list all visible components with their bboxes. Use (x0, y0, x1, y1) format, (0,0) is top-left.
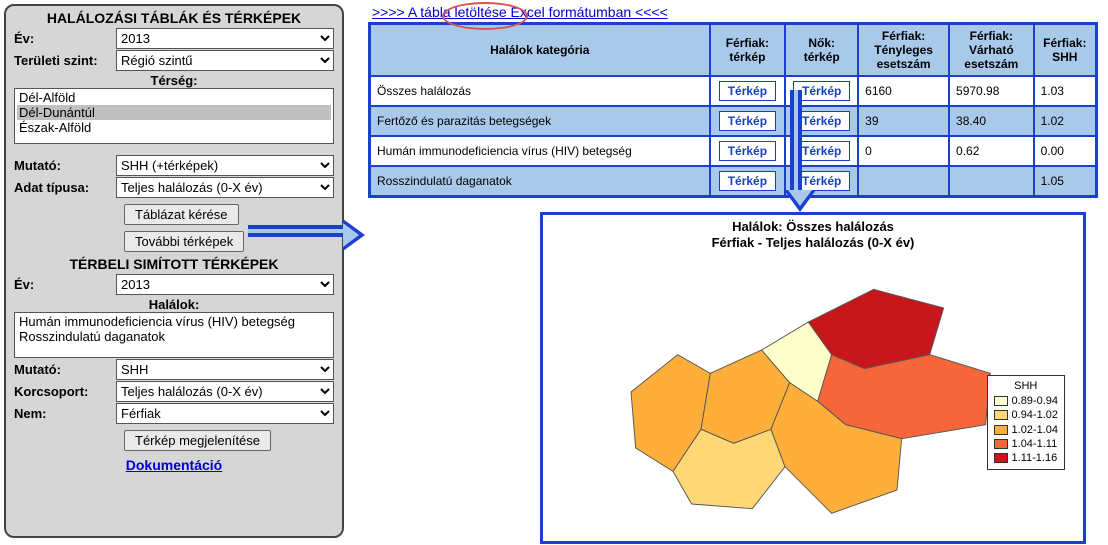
map-legend: SHH 0.89-0.940.94-1.021.02-1.041.04-1.11… (987, 375, 1065, 470)
table-cell: 1.05 (1034, 166, 1097, 197)
show-map-button[interactable]: Térkép megjelenítése (124, 430, 271, 451)
cause-label: Halálok: (14, 297, 334, 312)
region-option[interactable]: Dél-Alföld (17, 90, 331, 105)
table-cell: 1.03 (1034, 76, 1097, 106)
indicator2-select[interactable]: SHH (116, 359, 334, 380)
legend-label: 0.89-0.94 (1012, 394, 1058, 408)
legend-swatch (994, 453, 1008, 463)
region-label: Térség: (14, 73, 334, 88)
excel-download-link[interactable]: >>>> A tábla letöltése Excel formátumban… (372, 4, 668, 20)
table-cell: 0.00 (1034, 136, 1097, 166)
table-cell: 6160 (858, 76, 949, 106)
map-button-male[interactable]: Térkép (719, 81, 776, 101)
region-listbox[interactable]: Dél-AlföldDél-DunántúlÉszak-Alföld (14, 88, 334, 144)
table-row: Rosszindulatú daganatokTérképTérkép1.05 (370, 166, 1097, 197)
indicator-label: Mutató: (14, 158, 116, 173)
table-cell: Térkép (710, 76, 786, 106)
map-title-1: Halálok: Összes halálozás (547, 219, 1079, 235)
legend-row: 1.04-1.11 (994, 437, 1058, 451)
region-option[interactable]: Észak-Alföld (17, 120, 331, 135)
cause-listbox[interactable]: Humán immunodeficiencia vírus (HIV) bete… (14, 312, 334, 358)
region-option[interactable]: Dél-Dunántúl (17, 105, 331, 120)
table-cell: 0.62 (949, 136, 1034, 166)
datatype-label: Adat típusa: (14, 180, 116, 195)
year2-label: Év: (14, 277, 116, 292)
table-header: Halálok kategória (370, 24, 710, 77)
results-area: >>>> A tábla letöltése Excel formátumban… (368, 4, 1100, 198)
agegroup-label: Korcsoport: (14, 384, 116, 399)
year-label: Év: (14, 31, 116, 46)
legend-row: 1.02-1.04 (994, 423, 1058, 437)
legend-swatch (994, 396, 1008, 406)
map-button-male[interactable]: Térkép (719, 111, 776, 131)
table-header: Nők: térkép (785, 24, 858, 77)
table-header: Férfiak: Tényleges esetszám (858, 24, 949, 77)
table-row: Fertőző és parazitás betegségekTérképTér… (370, 106, 1097, 136)
map-button-male[interactable]: Térkép (719, 141, 776, 161)
hungary-map (603, 252, 1023, 532)
level-select[interactable]: Régió szintű (116, 50, 334, 71)
table-row: Humán immunodeficiencia vírus (HIV) bete… (370, 136, 1097, 166)
table-cell: Térkép (710, 166, 786, 197)
legend-label: 1.11-1.16 (1012, 451, 1058, 465)
sex-select[interactable]: Férfiak (116, 403, 334, 424)
table-row: Összes halálozásTérképTérkép61605970.981… (370, 76, 1097, 106)
table-cell (949, 166, 1034, 197)
request-table-button[interactable]: Táblázat kérése (124, 204, 239, 225)
datatype-select[interactable]: Teljes halálozás (0-X év) (116, 177, 334, 198)
table-cell: Fertőző és parazitás betegségek (370, 106, 710, 136)
year-select[interactable]: 2013 (116, 28, 334, 49)
cause-option[interactable]: Humán immunodeficiencia vírus (HIV) bete… (17, 314, 331, 329)
map-title-2: Férfiak - Teljes halálozás (0-X év) (547, 235, 1079, 251)
table-cell: 38.40 (949, 106, 1034, 136)
indicator-select[interactable]: SHH (+térképek) (116, 155, 334, 176)
legend-label: 1.04-1.11 (1012, 437, 1058, 451)
table-cell: Összes halálozás (370, 76, 710, 106)
legend-swatch (994, 439, 1008, 449)
table-header: Férfiak: Várható esetszám (949, 24, 1034, 77)
agegroup-select[interactable]: Teljes halálozás (0-X év) (116, 381, 334, 402)
arrow-to-map (790, 90, 802, 190)
map-button-male[interactable]: Térkép (719, 171, 776, 191)
legend-swatch (994, 425, 1008, 435)
cause-option[interactable]: Rosszindulatú daganatok (17, 329, 331, 344)
mortality-table: Halálok kategóriaFérfiak: térképNők: tér… (368, 22, 1098, 198)
table-cell: 1.02 (1034, 106, 1097, 136)
panel-title-2: TÉRBELI SIMÍTOTT TÉRKÉPEK (14, 256, 334, 272)
table-cell: Térkép (710, 106, 786, 136)
table-cell: 0 (858, 136, 949, 166)
more-maps-button[interactable]: További térképek (124, 231, 244, 252)
table-cell: 5970.98 (949, 76, 1034, 106)
table-header: Férfiak: SHH (1034, 24, 1097, 77)
panel-title-1: HALÁLOZÁSI TÁBLÁK ÉS TÉRKÉPEK (14, 10, 334, 26)
arrow-to-table (248, 225, 343, 237)
table-cell: Rosszindulatú daganatok (370, 166, 710, 197)
table-cell: Humán immunodeficiencia vírus (HIV) bete… (370, 136, 710, 166)
legend-swatch (994, 410, 1008, 420)
legend-label: 1.02-1.04 (1012, 423, 1058, 437)
legend-row: 1.11-1.16 (994, 451, 1058, 465)
indicator2-label: Mutató: (14, 362, 116, 377)
legend-label: 0.94-1.02 (1012, 408, 1058, 422)
legend-row: 0.89-0.94 (994, 394, 1058, 408)
table-cell: 39 (858, 106, 949, 136)
year2-select[interactable]: 2013 (116, 274, 334, 295)
level-label: Területi szint: (14, 53, 116, 68)
control-panel: HALÁLOZÁSI TÁBLÁK ÉS TÉRKÉPEK Év: 2013 T… (4, 4, 344, 538)
table-header: Férfiak: térkép (710, 24, 786, 77)
map-panel: Halálok: Összes halálozás Férfiak - Telj… (540, 212, 1086, 544)
sex-label: Nem: (14, 406, 116, 421)
legend-title: SHH (994, 380, 1058, 392)
documentation-link[interactable]: Dokumentáció (14, 457, 334, 473)
table-cell: Térkép (710, 136, 786, 166)
legend-row: 0.94-1.02 (994, 408, 1058, 422)
table-cell (858, 166, 949, 197)
